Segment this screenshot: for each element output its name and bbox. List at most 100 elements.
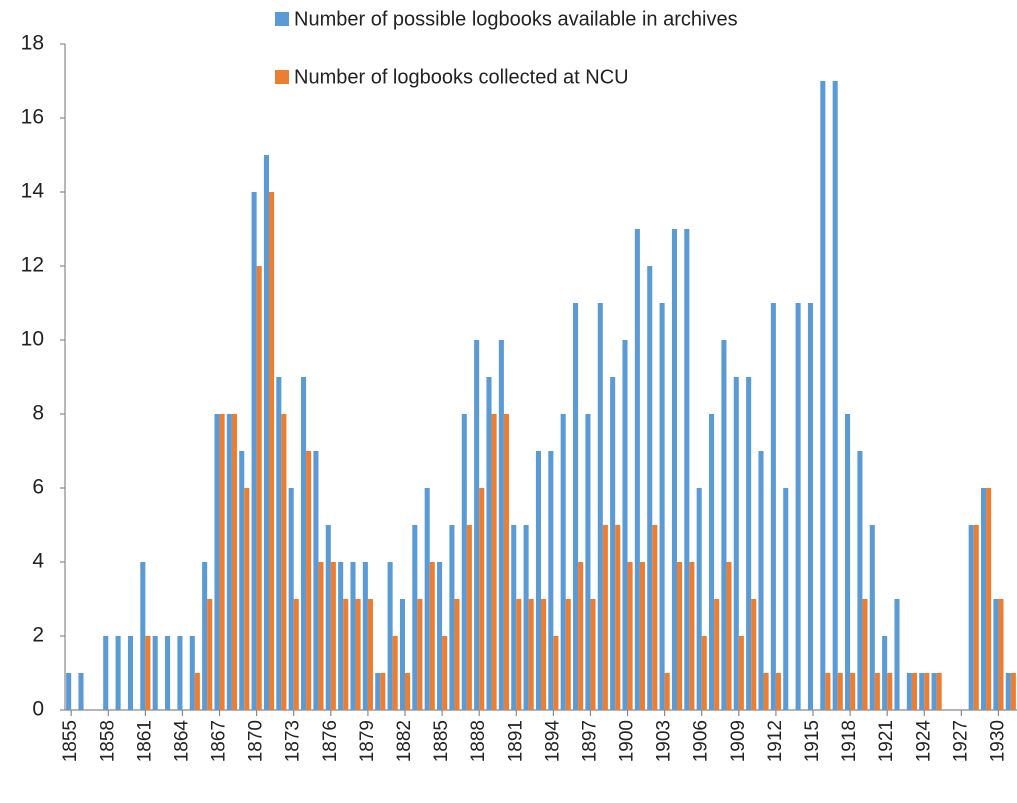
bar	[622, 340, 628, 710]
bar	[140, 562, 146, 710]
x-tick-label: 1918	[839, 720, 860, 762]
x-tick-label: 1921	[876, 720, 897, 762]
bar	[313, 451, 319, 710]
bar	[931, 673, 937, 710]
bar	[696, 488, 702, 710]
bar	[820, 81, 826, 710]
bar	[449, 525, 455, 710]
x-tick-label: 1897	[579, 720, 600, 762]
bar	[553, 636, 559, 710]
bar	[263, 155, 269, 710]
legend-swatch	[275, 12, 289, 26]
x-tick-label: 1888	[468, 720, 489, 762]
bar	[239, 451, 245, 710]
x-tick-label: 1891	[505, 720, 526, 762]
x-tick-label: 1924	[913, 720, 934, 763]
bar	[338, 562, 344, 710]
bar	[362, 562, 368, 710]
bar	[548, 451, 554, 710]
bar	[165, 636, 171, 710]
bar	[709, 414, 715, 710]
bar	[924, 673, 930, 710]
bar	[207, 599, 213, 710]
bar	[325, 525, 331, 710]
bar	[968, 525, 974, 710]
x-tick-label: 1879	[357, 720, 378, 762]
x-tick-label: 1912	[765, 720, 786, 762]
bar	[615, 525, 621, 710]
bar	[491, 414, 497, 710]
bar	[783, 488, 789, 710]
x-tick-label: 1855	[60, 720, 81, 762]
bar	[516, 599, 522, 710]
bar	[911, 673, 917, 710]
bar	[231, 414, 237, 710]
y-tick-label: 12	[21, 254, 44, 277]
bar	[437, 562, 443, 710]
y-tick-label: 6	[32, 476, 44, 499]
x-tick-label: 1915	[802, 720, 823, 762]
bar	[758, 451, 764, 710]
bar	[627, 562, 633, 710]
bar	[152, 636, 158, 710]
bar	[763, 673, 769, 710]
bar	[412, 525, 418, 710]
bar	[281, 414, 287, 710]
y-tick-label: 8	[32, 402, 44, 425]
bar	[726, 562, 732, 710]
bar	[770, 303, 776, 710]
bar	[981, 488, 987, 710]
legend-label: Number of logbooks collected at NCU	[294, 66, 629, 88]
bar	[597, 303, 603, 710]
x-tick-label: 1906	[691, 720, 712, 762]
bar	[664, 673, 670, 710]
x-tick-label: 1927	[950, 720, 971, 762]
x-tick-label: 1858	[97, 720, 118, 762]
bar	[375, 673, 381, 710]
y-tick-label: 18	[21, 32, 44, 55]
bar	[565, 599, 571, 710]
bar	[424, 488, 430, 710]
bar	[202, 562, 208, 710]
bar	[405, 673, 411, 710]
bar	[318, 562, 324, 710]
bar	[585, 414, 591, 710]
bar	[825, 673, 831, 710]
bar	[511, 525, 517, 710]
bar	[894, 599, 900, 710]
bar	[503, 414, 509, 710]
bar	[714, 599, 720, 710]
bar	[746, 377, 752, 710]
bar	[775, 673, 781, 710]
bar	[226, 414, 232, 710]
bar	[177, 636, 183, 710]
x-tick-label: 1867	[209, 720, 230, 762]
bar	[343, 599, 349, 710]
bar	[479, 488, 485, 710]
bar	[795, 303, 801, 710]
bar	[276, 377, 282, 710]
bar	[115, 636, 121, 710]
x-tick-label: 1870	[246, 720, 267, 762]
x-tick-label: 1903	[654, 720, 675, 762]
bar	[251, 192, 257, 710]
bar	[973, 525, 979, 710]
bar	[399, 599, 405, 710]
bar	[528, 599, 534, 710]
bar	[677, 562, 683, 710]
bar	[214, 414, 220, 710]
bar	[301, 377, 307, 710]
bar	[936, 673, 942, 710]
y-tick-label: 10	[21, 328, 44, 351]
x-tick-label: 1873	[283, 720, 304, 762]
bar	[498, 340, 504, 710]
bar	[602, 525, 608, 710]
bar	[647, 266, 653, 710]
bar	[535, 451, 541, 710]
bar	[454, 599, 460, 710]
x-tick-label: 1882	[394, 720, 415, 762]
bar	[127, 636, 133, 710]
x-tick-label: 1864	[171, 720, 192, 763]
bar	[244, 488, 250, 710]
x-tick-label: 1909	[728, 720, 749, 762]
